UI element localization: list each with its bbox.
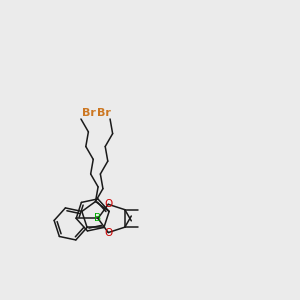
Text: B: B — [94, 213, 101, 224]
Text: Br: Br — [82, 108, 96, 118]
Text: Br: Br — [97, 108, 111, 118]
Text: O: O — [104, 199, 112, 209]
Text: O: O — [104, 228, 112, 238]
